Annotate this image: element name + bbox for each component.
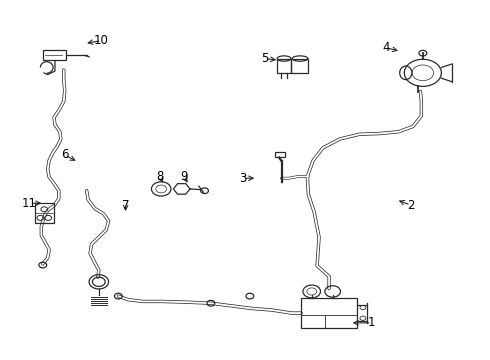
Text: 3: 3	[239, 172, 246, 185]
Bar	[301, 298, 357, 328]
Bar	[291, 59, 308, 73]
Text: 8: 8	[156, 170, 164, 183]
Text: 7: 7	[122, 198, 129, 212]
Text: 5: 5	[261, 52, 268, 65]
Bar	[277, 59, 291, 73]
Text: 10: 10	[94, 34, 109, 47]
Text: 9: 9	[180, 170, 188, 183]
Text: 1: 1	[368, 316, 375, 329]
Text: 6: 6	[61, 148, 69, 162]
Text: 4: 4	[383, 41, 390, 54]
Bar	[43, 50, 66, 60]
Text: 2: 2	[407, 198, 415, 212]
Bar	[34, 203, 54, 223]
Bar	[275, 153, 286, 157]
Text: 11: 11	[22, 197, 37, 210]
